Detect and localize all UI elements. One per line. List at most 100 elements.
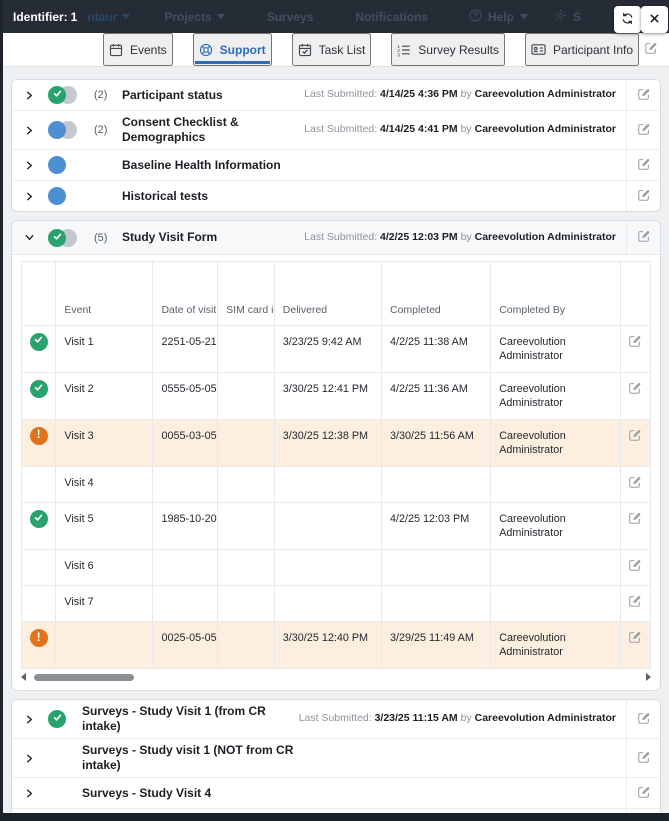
edit-icon[interactable] <box>626 221 660 254</box>
section-row-study-visit-form[interactable]: (5) Study Visit Form Last Submitted: 4/2/2… <box>12 221 660 255</box>
tab-label: Survey Results <box>418 42 499 57</box>
cell-delivered: 3/30/25 12:38 PM <box>273 419 382 468</box>
section-row-surveys-study-visit-4[interactable]: Surveys - Study Visit 4 <box>12 778 660 810</box>
refresh-button[interactable] <box>614 6 641 33</box>
edit-icon[interactable] <box>623 474 648 493</box>
table-row: Visit 4 <box>20 466 652 504</box>
brand-label: ntaur <box>87 9 118 24</box>
settings-menu[interactable]: S <box>554 9 581 25</box>
section-row-baseline-health-information[interactable]: Baseline Health Information <box>12 150 660 181</box>
chevron-right-icon[interactable] <box>24 125 48 136</box>
check-icon <box>33 382 44 397</box>
horizontal-scrollbar[interactable] <box>21 672 651 682</box>
cell-event: Visit 7 <box>55 585 154 623</box>
last-submitted: Last Submitted: 4/14/25 4:36 PM by Caree… <box>298 86 626 104</box>
edit-icon[interactable] <box>623 629 648 648</box>
cell-event: Visit 5 <box>55 502 154 551</box>
tab-support[interactable]: Support <box>192 33 272 66</box>
section-row-surveys-study-visit-1-from-cr-intake[interactable]: Surveys - Study Visit 1 (from CR intake)… <box>12 700 660 740</box>
edit-icon[interactable] <box>626 111 660 149</box>
cell-completed: 4/2/25 11:36 AM <box>380 372 492 421</box>
chevron-right-icon[interactable] <box>24 90 48 101</box>
cell-status <box>20 372 57 421</box>
forms-card-top: (2) Participant status Last Submitted: 4/1… <box>11 79 661 212</box>
last-submitted: Last Submitted: 4/14/25 4:41 PM by Caree… <box>298 121 626 139</box>
cell-delivered: 3/30/25 12:40 PM <box>273 621 382 670</box>
edit-icon[interactable] <box>623 557 648 576</box>
edit-icon[interactable] <box>626 80 660 110</box>
status-circle-orange-alert: ! <box>29 629 48 648</box>
nav-item-label: Surveys <box>266 9 314 24</box>
cell-date-of-visit: 2251-05-21 <box>152 324 219 374</box>
status-stack <box>48 228 78 247</box>
edit-icon[interactable] <box>623 510 648 529</box>
scroll-left-icon[interactable] <box>21 673 26 682</box>
cell-completed <box>380 549 492 587</box>
scrollbar-thumb[interactable] <box>34 673 134 681</box>
cell-status <box>20 324 57 374</box>
status-circle-green-check <box>29 380 48 399</box>
last-submitted-label: Last Submitted: <box>298 712 375 725</box>
cell-sim-card-identifier <box>217 585 275 623</box>
tab-label: Events <box>130 42 167 57</box>
count-badge: (2) <box>94 89 108 101</box>
edit-icon[interactable] <box>626 739 660 778</box>
edit-icon[interactable] <box>623 427 648 446</box>
section-row-surveys-study-visit-1-not-from-cr-intake[interactable]: Surveys - Study visit 1 (NOT from CR int… <box>12 739 660 779</box>
cell-sim-card-identifier <box>217 419 275 468</box>
status-circle-green-check <box>29 510 48 529</box>
help-menu[interactable]: Help <box>469 8 528 25</box>
cell-edit <box>619 466 652 504</box>
edit-icon[interactable] <box>626 700 660 739</box>
check-icon <box>52 86 63 104</box>
check-icon <box>52 710 63 728</box>
tab-participant-info[interactable]: Participant Info <box>524 33 639 66</box>
brand-menu[interactable]: ntaur <box>87 9 131 24</box>
nav-item-notifications[interactable]: Notifications <box>355 10 428 24</box>
chevron-right-icon[interactable] <box>24 753 48 764</box>
edit-icon[interactable] <box>626 181 660 211</box>
edit-icon[interactable] <box>626 778 660 809</box>
scrollbar-track[interactable] <box>26 672 646 682</box>
column-header-event: Event <box>55 261 154 326</box>
nav-item-projects[interactable]: Projects <box>164 10 225 24</box>
cell-delivered: 3/30/25 12:41 PM <box>273 372 382 421</box>
cell-completed-by <box>490 585 621 623</box>
section-row-consent-checklist-demographics[interactable]: (2) Consent Checklist & Demographics Last … <box>12 111 660 150</box>
edit-icon[interactable] <box>626 150 660 180</box>
edit-icon <box>637 750 651 767</box>
count-badge: (2) <box>94 124 108 136</box>
scroll-right-icon[interactable] <box>646 673 651 682</box>
status-stack <box>48 121 78 139</box>
section-row-participant-status[interactable]: (2) Participant status Last Submitted: 4/1… <box>12 80 660 111</box>
section-row-historical-tests[interactable]: Historical tests <box>12 181 660 211</box>
tab-task-list[interactable]: Task List <box>291 33 372 66</box>
chevron-right-icon[interactable] <box>24 160 48 171</box>
edit-icon[interactable] <box>623 333 648 352</box>
chevron-right-icon[interactable] <box>24 714 48 725</box>
tab-events[interactable]: Events <box>103 33 173 66</box>
edit-icon[interactable] <box>623 593 648 612</box>
section-title: Historical tests <box>122 188 209 203</box>
chevron-right-icon[interactable] <box>24 191 48 202</box>
edit-icon <box>637 229 651 246</box>
edit-icon[interactable] <box>638 33 664 66</box>
cell-date-of-visit: 0025-05-05 <box>152 621 219 670</box>
forms-card-bottom: Surveys - Study Visit 1 (from CR intake)… <box>11 699 661 821</box>
status-circle-blue <box>48 187 66 205</box>
cell-completed: 4/2/25 12:03 PM <box>380 502 492 551</box>
tab-survey-results[interactable]: 1 2 3 Survey Results <box>391 33 505 66</box>
identifier-label: Identifier: <box>13 9 68 24</box>
cell-completed: 3/29/25 11:49 AM <box>380 621 492 670</box>
close-button[interactable] <box>641 6 668 33</box>
cell-delivered <box>273 466 382 504</box>
nav-item-surveys[interactable]: Surveys <box>267 10 314 24</box>
chevron-down-icon[interactable] <box>24 232 48 243</box>
chevron-right-icon[interactable] <box>24 788 48 799</box>
calendar-icon <box>109 43 123 57</box>
identifier-badge: Identifier: 1 <box>13 10 77 24</box>
status-circle-orange-alert: ! <box>29 427 48 446</box>
cell-completed-by: Careevolution Administrator <box>490 621 621 670</box>
edit-icon[interactable] <box>623 380 648 399</box>
status-circle-green-check <box>48 86 66 104</box>
